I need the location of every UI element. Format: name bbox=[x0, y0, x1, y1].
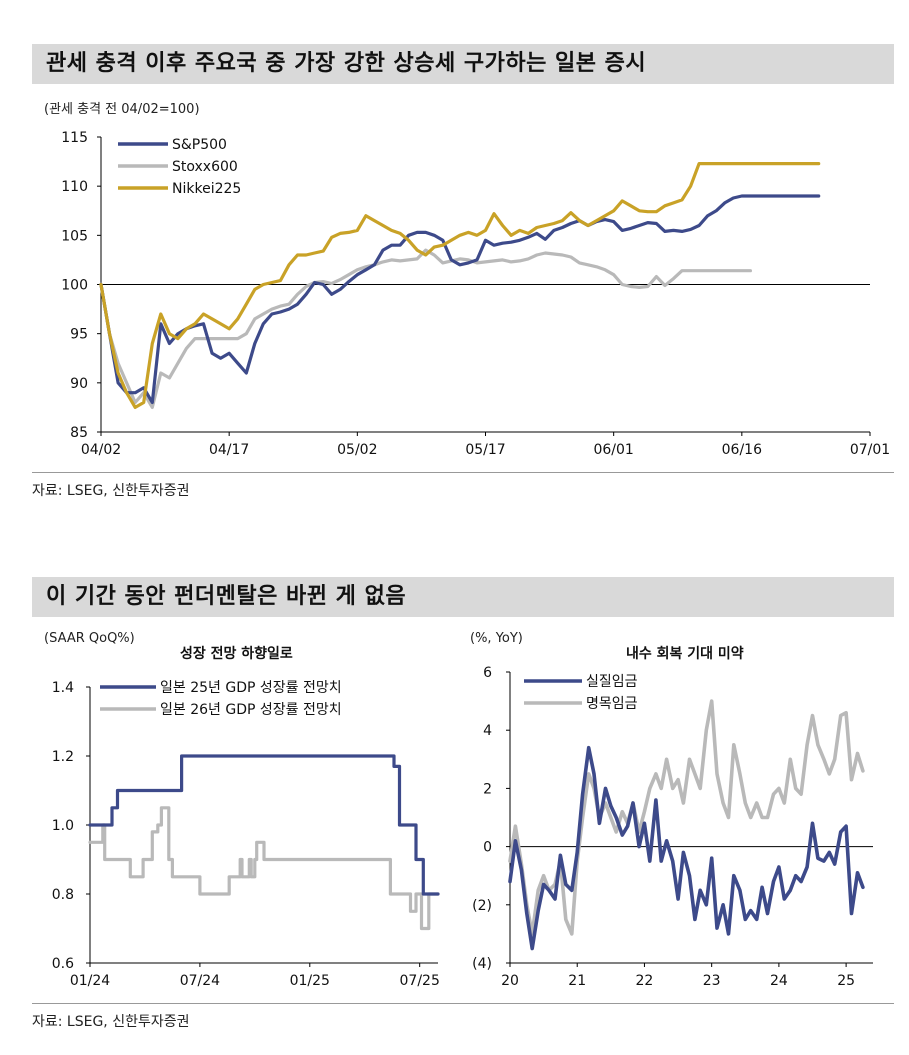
gdp-legend-label-1: 일본 25년 GDP 성장률 전망치 bbox=[160, 680, 342, 696]
wages-ytick-label: (4) bbox=[472, 956, 492, 972]
section1-divider bbox=[32, 472, 894, 473]
gdp-ytick-label: 1.4 bbox=[52, 680, 74, 696]
stocks-legend-label-1: S&P500 bbox=[172, 137, 227, 153]
wages-series-line-2 bbox=[508, 699, 865, 936]
gdp-ylabel: (SAAR QoQ%) bbox=[44, 631, 135, 646]
gdp-xtick-label: 07/25 bbox=[400, 973, 440, 989]
stocks-xtick-label: 07/01 bbox=[850, 442, 890, 458]
stocks-ytick-label: 105 bbox=[61, 228, 88, 244]
section1-source: 자료: LSEG, 신한투자증권 bbox=[32, 483, 190, 499]
wages-ytick-label: (2) bbox=[472, 898, 492, 914]
stocks-ytick-label: 110 bbox=[61, 179, 88, 195]
stocks-ylabel: (관세 충격 전 04/02=100) bbox=[44, 102, 200, 117]
section1-title: 관세 충격 이후 주요국 중 가장 강한 상승세 구가하는 일본 증시 bbox=[32, 44, 894, 84]
wages-xtick-label: 22 bbox=[636, 973, 654, 989]
wages-subtitle: 내수 회복 기대 미약 bbox=[626, 646, 744, 662]
stocks-xtick-label: 04/17 bbox=[209, 442, 249, 458]
wages-xtick-label: 23 bbox=[703, 973, 721, 989]
gdp-xtick-label: 01/25 bbox=[290, 973, 330, 989]
wages-xtick-label: 20 bbox=[501, 973, 519, 989]
gdp-xtick-label: 01/24 bbox=[70, 973, 110, 989]
stocks-ytick-label: 90 bbox=[70, 376, 88, 392]
wages-ytick-label: 0 bbox=[483, 840, 492, 856]
gdp-xtick-label: 07/24 bbox=[180, 973, 220, 989]
gdp-series-line-2 bbox=[88, 806, 440, 931]
gdp-ytick-label: 0.8 bbox=[52, 887, 74, 903]
stocks-series-line-3 bbox=[99, 162, 821, 409]
stocks-legend-label-2: Stoxx600 bbox=[172, 159, 238, 175]
wages-series-line-1 bbox=[508, 745, 865, 951]
gdp-ytick-label: 1.2 bbox=[52, 749, 74, 765]
gdp-subtitle: 성장 전망 하향일로 bbox=[180, 646, 293, 662]
wages-ylabel: (%, YoY) bbox=[470, 631, 523, 646]
wages-ytick-label: 6 bbox=[483, 665, 492, 681]
wages-xtick-label: 25 bbox=[837, 973, 855, 989]
stocks-ytick-label: 115 bbox=[61, 130, 88, 146]
stocks-xtick-label: 06/01 bbox=[593, 442, 633, 458]
stocks-xtick-label: 05/02 bbox=[337, 442, 377, 458]
section2-divider bbox=[32, 1003, 894, 1004]
gdp-series-line-1 bbox=[88, 754, 440, 896]
wages-legend-label-1: 실질임금 bbox=[586, 674, 638, 690]
stocks-legend-label-3: Nikkei225 bbox=[172, 181, 241, 197]
stocks-xtick-label: 04/02 bbox=[81, 442, 121, 458]
section2-source: 자료: LSEG, 신한투자증권 bbox=[32, 1014, 190, 1030]
stocks-xtick-label: 05/17 bbox=[465, 442, 505, 458]
wages-ytick-label: 4 bbox=[483, 723, 492, 739]
stocks-ytick-label: 85 bbox=[70, 425, 88, 441]
stocks-ytick-label: 95 bbox=[70, 327, 88, 343]
section2-title: 이 기간 동안 펀더멘탈은 바뀐 게 없음 bbox=[32, 577, 894, 617]
stocks-series-line-1 bbox=[99, 194, 821, 405]
gdp-ytick-label: 1.0 bbox=[52, 818, 74, 834]
gdp-ytick-label: 0.6 bbox=[52, 956, 74, 972]
stocks-ytick-label: 100 bbox=[61, 278, 88, 294]
wages-legend-label-2: 명목임금 bbox=[586, 696, 638, 712]
wages-xtick-label: 24 bbox=[770, 973, 788, 989]
wages-ytick-label: 2 bbox=[483, 781, 492, 797]
wages-xtick-label: 21 bbox=[568, 973, 586, 989]
gdp-legend-label-2: 일본 26년 GDP 성장률 전망치 bbox=[160, 702, 342, 718]
stocks-xtick-label: 06/16 bbox=[722, 442, 762, 458]
